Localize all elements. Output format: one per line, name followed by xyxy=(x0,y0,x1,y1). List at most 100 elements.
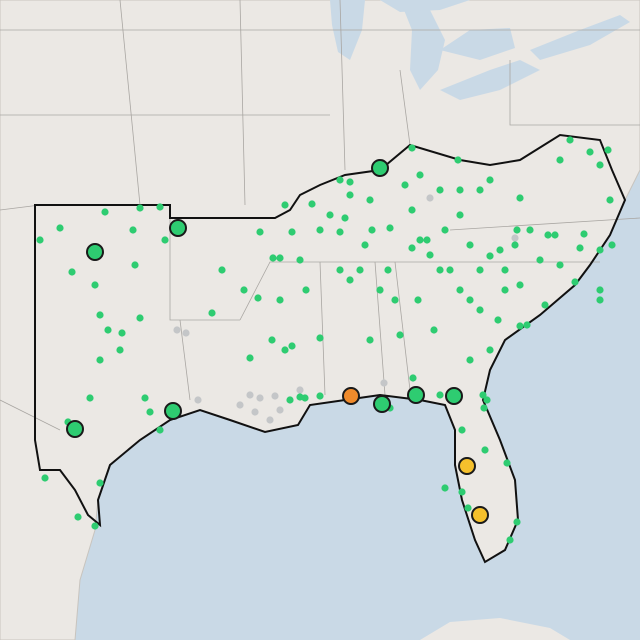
site-marker[interactable] xyxy=(486,346,494,354)
site-marker[interactable] xyxy=(576,244,584,252)
site-marker[interactable] xyxy=(401,181,409,189)
site-marker-inactive[interactable] xyxy=(236,401,244,409)
site-marker[interactable] xyxy=(156,203,164,211)
site-marker[interactable] xyxy=(91,281,99,289)
site-marker[interactable] xyxy=(503,459,511,467)
site-marker[interactable] xyxy=(516,281,524,289)
site-marker[interactable] xyxy=(246,354,254,362)
site-marker[interactable] xyxy=(141,394,149,402)
site-marker[interactable] xyxy=(161,236,169,244)
site-marker[interactable] xyxy=(464,504,472,512)
site-marker[interactable] xyxy=(466,241,474,249)
site-marker[interactable] xyxy=(571,278,579,286)
site-marker[interactable] xyxy=(336,228,344,236)
site-marker[interactable] xyxy=(136,204,144,212)
site-marker[interactable] xyxy=(281,346,289,354)
site-marker[interactable] xyxy=(36,236,44,244)
site-marker-inactive[interactable] xyxy=(380,379,388,387)
site-marker[interactable] xyxy=(326,211,334,219)
site-marker-large[interactable] xyxy=(373,395,391,413)
site-marker[interactable] xyxy=(556,156,564,164)
site-marker[interactable] xyxy=(346,178,354,186)
site-marker[interactable] xyxy=(74,513,82,521)
site-marker[interactable] xyxy=(286,396,294,404)
site-marker[interactable] xyxy=(454,156,462,164)
site-marker[interactable] xyxy=(104,326,112,334)
site-marker[interactable] xyxy=(513,226,521,234)
site-marker[interactable] xyxy=(606,196,614,204)
site-marker[interactable] xyxy=(276,296,284,304)
site-marker[interactable] xyxy=(316,392,324,400)
site-marker[interactable] xyxy=(368,226,376,234)
site-marker[interactable] xyxy=(416,236,424,244)
site-marker[interactable] xyxy=(366,196,374,204)
site-marker[interactable] xyxy=(436,186,444,194)
site-marker[interactable] xyxy=(281,201,289,209)
site-marker[interactable] xyxy=(366,336,374,344)
site-marker[interactable] xyxy=(556,261,564,269)
site-marker[interactable] xyxy=(466,356,474,364)
site-marker-large[interactable] xyxy=(371,159,389,177)
site-marker[interactable] xyxy=(156,426,164,434)
site-marker[interactable] xyxy=(356,266,364,274)
site-marker[interactable] xyxy=(376,286,384,294)
site-marker[interactable] xyxy=(136,314,144,322)
site-marker[interactable] xyxy=(384,266,392,274)
site-marker[interactable] xyxy=(96,356,104,364)
site-marker[interactable] xyxy=(218,266,226,274)
site-marker[interactable] xyxy=(466,296,474,304)
site-marker[interactable] xyxy=(608,241,616,249)
site-marker[interactable] xyxy=(68,268,76,276)
site-marker[interactable] xyxy=(341,214,349,222)
site-marker-large[interactable] xyxy=(445,387,463,405)
site-marker-large[interactable] xyxy=(471,506,489,524)
site-marker[interactable] xyxy=(551,231,559,239)
site-marker[interactable] xyxy=(481,446,489,454)
site-marker[interactable] xyxy=(476,266,484,274)
site-marker[interactable] xyxy=(604,146,612,154)
site-marker-inactive[interactable] xyxy=(426,194,434,202)
site-marker-inactive[interactable] xyxy=(246,391,254,399)
site-marker[interactable] xyxy=(430,326,438,334)
site-marker[interactable] xyxy=(96,311,104,319)
site-marker[interactable] xyxy=(596,246,604,254)
site-marker-large[interactable] xyxy=(458,457,476,475)
site-marker[interactable] xyxy=(288,342,296,350)
site-marker[interactable] xyxy=(596,296,604,304)
site-marker[interactable] xyxy=(276,254,284,262)
site-marker-large[interactable] xyxy=(66,420,84,438)
site-marker[interactable] xyxy=(336,176,344,184)
site-marker-large[interactable] xyxy=(169,219,187,237)
site-marker[interactable] xyxy=(446,266,454,274)
site-marker[interactable] xyxy=(486,252,494,260)
site-marker[interactable] xyxy=(391,296,399,304)
site-marker-large[interactable] xyxy=(86,243,104,261)
site-marker[interactable] xyxy=(308,200,316,208)
site-marker[interactable] xyxy=(101,208,109,216)
site-marker[interactable] xyxy=(486,176,494,184)
site-marker[interactable] xyxy=(513,518,521,526)
site-marker[interactable] xyxy=(511,241,519,249)
site-marker[interactable] xyxy=(566,136,574,144)
site-marker[interactable] xyxy=(268,336,276,344)
site-marker-inactive[interactable] xyxy=(182,329,190,337)
site-marker[interactable] xyxy=(586,148,594,156)
site-marker[interactable] xyxy=(408,244,416,252)
site-marker[interactable] xyxy=(346,276,354,284)
site-marker[interactable] xyxy=(208,309,216,317)
site-marker-inactive[interactable] xyxy=(271,392,279,400)
site-marker[interactable] xyxy=(414,296,422,304)
site-marker-inactive[interactable] xyxy=(194,396,202,404)
site-marker[interactable] xyxy=(596,286,604,294)
site-marker[interactable] xyxy=(56,224,64,232)
site-marker[interactable] xyxy=(91,522,99,530)
site-marker[interactable] xyxy=(316,226,324,234)
site-marker[interactable] xyxy=(541,301,549,309)
site-marker[interactable] xyxy=(476,306,484,314)
site-marker[interactable] xyxy=(408,144,416,152)
site-marker[interactable] xyxy=(441,484,449,492)
site-marker[interactable] xyxy=(256,228,264,236)
site-marker[interactable] xyxy=(96,479,104,487)
site-marker[interactable] xyxy=(254,294,262,302)
site-marker-inactive[interactable] xyxy=(296,386,304,394)
